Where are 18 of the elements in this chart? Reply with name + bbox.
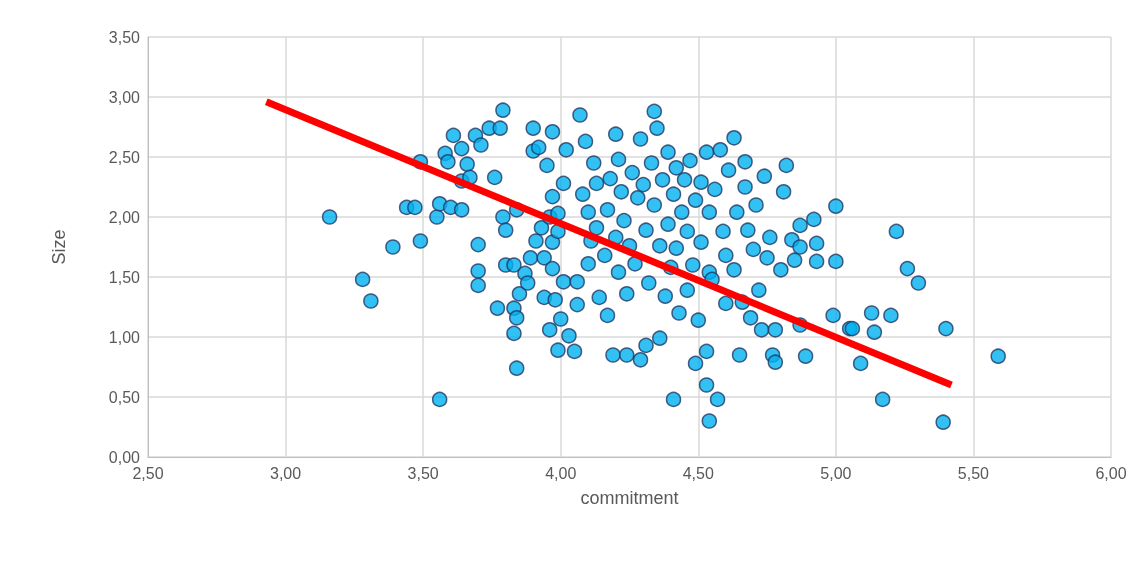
x-tick-label: 4,00 xyxy=(545,464,577,482)
x-tick-label: 3,50 xyxy=(407,464,439,482)
y-tick-label: 3,50 xyxy=(108,28,141,46)
x-axis-title: commitment xyxy=(580,488,679,508)
x-tick-label: 5,50 xyxy=(957,464,990,482)
y-tick-label: 0,50 xyxy=(108,388,141,406)
y-tick-label: 2,00 xyxy=(108,208,141,226)
y-tick-label: 1,00 xyxy=(108,328,141,346)
x-tick-label: 3,00 xyxy=(270,464,302,482)
x-tick-label: 2,50 xyxy=(132,464,164,482)
x-tick-label: 6,00 xyxy=(1095,464,1127,482)
y-tick-label: 3,00 xyxy=(108,88,141,106)
y-tick-label: 2,50 xyxy=(108,148,141,166)
y-tick-label: 1,50 xyxy=(108,268,141,286)
y-tick-label: 0,00 xyxy=(108,448,141,466)
x-tick-label: 4,50 xyxy=(682,464,714,482)
x-tick-label: 5,00 xyxy=(820,464,852,482)
y-axis-title: Size xyxy=(49,229,69,265)
